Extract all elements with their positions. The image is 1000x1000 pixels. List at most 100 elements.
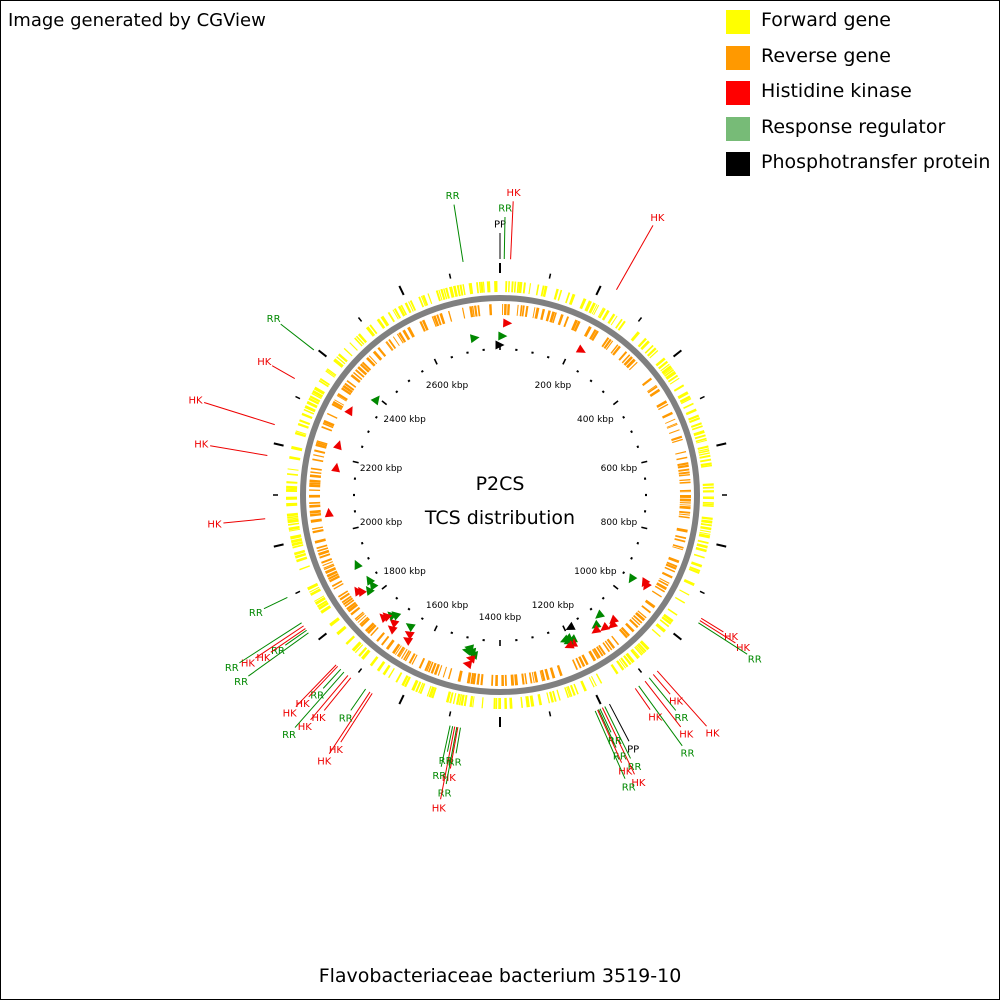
reverse-gene-block [368,355,378,365]
forward-gene-block [478,281,482,293]
reverse-gene-block [510,674,515,686]
tcs-callout-line [248,632,309,677]
tcs-arrow-rr [595,609,605,619]
forward-gene-block [702,503,714,506]
tcs-arrow-rr [369,580,379,591]
reverse-gene-block [489,304,493,316]
ruler-tick [546,355,550,359]
forward-gene-block [623,655,632,666]
forward-gene-block [427,293,433,305]
reverse-gene-block [346,601,357,611]
ruler-tick [576,369,580,373]
reverse-gene-block [309,482,321,485]
tcs-arrow-hk [389,619,400,629]
reverse-gene-block [539,670,544,682]
ruler-tick-label: 400 kbp [577,415,614,425]
outer-tick [398,285,405,296]
tcs-arrow-hk [333,440,342,451]
forward-gene-block [655,357,666,367]
tcs-label-hk: HK [706,728,721,739]
forward-gene-block [688,414,700,421]
forward-gene-block [472,696,475,708]
tcs-label-hk: HK [257,357,272,368]
center-title: P2CS [476,473,525,495]
tcs-callout-line [310,675,349,721]
reverse-gene-block [672,544,684,549]
forward-gene-block [449,692,454,704]
forward-gene-block [286,502,298,507]
forward-gene-block [418,296,425,308]
forward-gene-block [294,552,307,559]
reverse-gene-block [581,654,589,666]
reverse-gene-block [656,400,668,408]
reverse-gene-block [540,308,546,321]
outer-tick [273,442,284,447]
reverse-gene-block [316,544,328,550]
reverse-gene-block [437,665,443,676]
forward-gene-block [700,462,712,467]
reverse-gene-block [355,369,365,378]
forward-gene-block [361,649,371,660]
reverse-gene-block [355,612,365,622]
reverse-gene-block [656,582,668,591]
tcs-label-hk: HK [312,713,327,724]
reverse-gene-block [469,306,474,318]
forward-gene-block [702,501,714,504]
reverse-gene-block [309,484,321,488]
forward-gene-block [388,667,395,679]
tcs-callout-line [652,674,671,695]
forward-gene-block [700,526,712,531]
reverse-gene-block [329,575,340,583]
reverse-gene-block [563,316,570,328]
tcs-arrow-hk [465,654,476,664]
reverse-gene-block [317,547,329,553]
reverse-gene-block [385,341,393,352]
forward-gene-block [369,324,378,335]
forward-gene-block [679,589,690,596]
tcs-label-hk: HK [736,643,751,654]
tcs-label-hk: HK [194,440,209,451]
outer-tick [448,273,452,279]
forward-gene-block [355,335,365,345]
tcs-label-rr: RR [339,713,353,724]
ruler-tick [622,415,626,419]
ruler-tick [352,460,359,464]
reverse-gene-block [472,673,477,685]
forward-gene-block [584,300,592,312]
ruler-tick [367,556,370,560]
reverse-gene-block [641,605,652,614]
forward-gene-block [318,602,329,611]
forward-gene-block [428,686,435,698]
reverse-gene-block [347,603,359,613]
tcs-callout-line [510,201,514,260]
reverse-gene-block [309,479,321,483]
tcs-callout-line [638,685,683,747]
reverse-gene-block [628,361,638,371]
reverse-gene-block [491,674,494,686]
reverse-gene-block [524,305,529,318]
reverse-gene-block [418,657,426,669]
tcs-callout-line [295,664,337,707]
tcs-label-hk: HK [648,713,663,724]
tcs-arrow-hk [503,318,513,328]
forward-gene-block [297,422,309,429]
tcs-callout-line [594,710,626,779]
reverse-gene-block [394,645,402,656]
tcs-label-hk: HK [679,729,694,740]
forward-gene-block [591,304,598,315]
tcs-arrow-rr [354,559,363,570]
forward-gene-block [693,553,705,559]
forward-gene-track [286,281,714,709]
reverse-gene-block [396,333,404,344]
forward-gene-block [325,370,335,378]
forward-gene-block [640,340,650,351]
reverse-gene-block [533,671,539,683]
forward-gene-block [286,473,299,476]
ruler-tick [601,390,605,394]
reverse-gene-block [679,481,691,484]
reverse-gene-block [677,464,689,469]
reverse-gene-block [376,632,385,642]
forward-gene-block [419,683,426,695]
forward-gene-block [311,392,322,400]
reverse-gene-block [669,429,680,434]
